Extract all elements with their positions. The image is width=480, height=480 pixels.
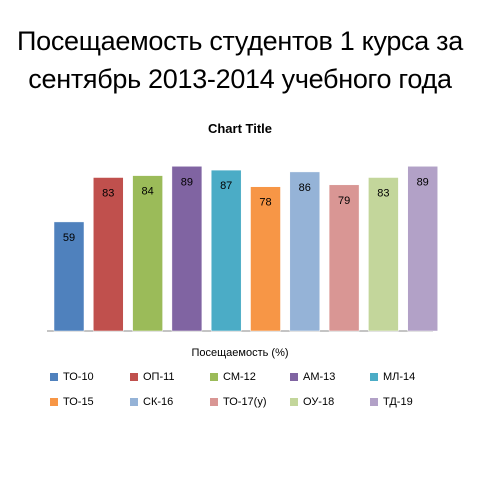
bar-value-label-3: 84 [141,186,153,198]
legend: ТО-10 ОП-11 СМ-12 АМ-13 МЛ-14 ТО-15 СК-16 ТО-17… [40,369,440,410]
legend-swatch-3 [210,373,218,381]
legend-swatch-8 [210,398,218,406]
bar-value-label-2: 83 [102,188,114,200]
legend-swatch-10 [370,398,378,406]
legend-item-4: АМ-13 [280,369,360,385]
legend-item-6: ТО-15 [40,394,120,410]
legend-item-10: ТД-19 [360,394,440,410]
legend-label-2: ОП-11 [143,371,175,383]
bar-value-label-9: 83 [377,188,389,200]
slide-title-line-1: Посещаемость студентов 1 курса за [17,26,463,56]
legend-label-10: ТД-19 [383,396,413,408]
bar-1 [53,221,85,332]
bar-value-label-7: 86 [299,182,311,194]
bar-7 [289,171,321,332]
legend-label-9: ОУ-18 [303,396,335,408]
bar-value-label-5: 87 [220,180,232,192]
bars-group: 59 83 84 89 87 78 86 79 83 89 [53,166,438,332]
chart-title: Chart Title [207,121,273,136]
bar-9 [368,177,399,332]
legend-swatch-6 [50,398,58,406]
legend-swatch-1 [50,373,58,381]
bar-5 [210,169,242,332]
bar-8 [328,184,360,332]
bar-value-label-1: 59 [63,232,75,244]
bar-value-label-4: 89 [181,176,193,188]
legend-label-4: АМ-13 [303,371,336,383]
bar-value-label-6: 78 [259,197,271,209]
legend-label-6: ТО-15 [63,396,94,408]
legend-swatch-4 [290,373,298,381]
legend-label-7: СК-16 [143,396,174,408]
x-axis-category-label: Посещаемость (%) [191,347,289,359]
bar-3 [132,175,163,332]
legend-item-9: ОУ-18 [280,394,360,410]
legend-item-7: СК-16 [120,394,200,410]
legend-item-2: ОП-11 [120,369,200,385]
legend-item-8: ТО-17(у) [200,394,280,410]
legend-swatch-5 [370,373,378,381]
legend-item-1: ТО-10 [40,369,120,385]
legend-item-3: СМ-12 [200,369,280,385]
legend-label-8: ТО-17(у) [223,396,267,408]
slide-title-line-2: сентябрь 2013-2014 учебного года [28,64,452,94]
legend-swatch-2 [130,373,138,381]
bar-2 [93,177,124,332]
slide-title: Посещаемость студентов 1 курса за сентяб… [0,22,480,98]
bar-4 [171,166,203,332]
legend-swatch-9 [290,398,298,406]
legend-item-5: МЛ-14 [360,369,440,385]
legend-label-5: МЛ-14 [383,371,416,383]
bar-10 [407,166,438,332]
legend-swatch-7 [130,398,138,406]
bar-value-label-10: 89 [417,176,429,188]
legend-label-1: ТО-10 [63,371,94,383]
bar-6 [250,186,281,332]
bar-value-label-8: 79 [338,195,350,207]
legend-label-3: СМ-12 [223,371,256,383]
